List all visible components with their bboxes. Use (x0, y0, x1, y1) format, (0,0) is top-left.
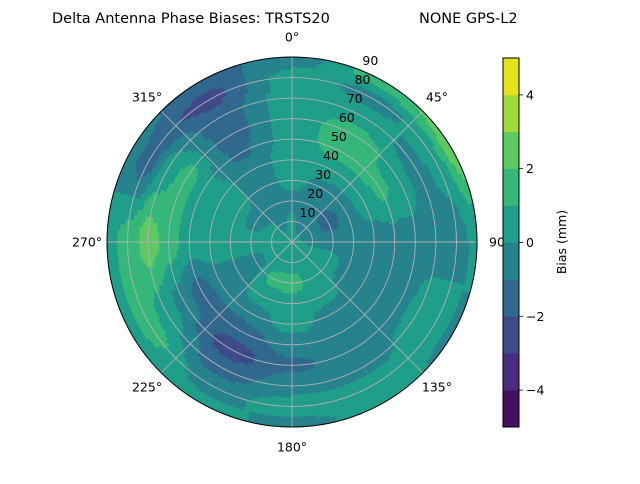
azimuth-tick-label: 0° (285, 30, 299, 45)
colorbar-tick-label: −2 (526, 309, 544, 324)
radial-tick-label: 50 (331, 129, 347, 144)
azimuth-tick-label: 45° (426, 90, 448, 105)
colorbar-band (503, 206, 519, 243)
contour-cell (292, 373, 297, 395)
contour-cell (466, 223, 476, 230)
polar-grid (107, 57, 477, 427)
colorbar-band (503, 316, 519, 353)
contour-cell (286, 57, 292, 69)
contour-cell (286, 417, 292, 427)
azimuth-tick-label: 315° (132, 90, 162, 105)
colorbar-tick-label: 0 (526, 235, 534, 250)
azimuth-tick-label: 225° (132, 379, 162, 394)
contour-cell (298, 57, 305, 67)
contour-cell (467, 236, 477, 242)
contour-cell (298, 417, 305, 427)
colorbar: −4 −2 0 2 4 (503, 58, 544, 427)
radial-tick-label: 40 (323, 148, 339, 163)
contour-cell (279, 57, 286, 70)
contour-cell (286, 397, 292, 417)
colorbar-tick-label: −4 (526, 383, 544, 398)
colorbar-band (503, 132, 519, 169)
colorbar-band (503, 279, 519, 316)
radial-tick-label: 90 (362, 53, 378, 68)
colorbar-tick-label: 4 (526, 87, 534, 102)
radial-tick-label: 70 (347, 91, 363, 106)
radial-tick-label: 30 (315, 167, 331, 182)
contour-cell (139, 242, 159, 247)
contour-cell (292, 333, 296, 358)
contour-cell (107, 229, 117, 236)
chart-title-left: Delta Antenna Phase Biases: TRSTS20 (52, 11, 330, 27)
colorbar-band (503, 353, 519, 390)
contour-cell (304, 416, 311, 426)
contour-cell (107, 248, 117, 255)
contour-cell (107, 242, 117, 248)
colorbar-band (503, 58, 519, 95)
colorbar-band (503, 243, 519, 280)
azimuth-tick-label: 180° (277, 440, 307, 455)
chart-title-right: NONE GPS-L2 (419, 11, 518, 27)
contour-cell (139, 247, 159, 253)
contour-cell (292, 417, 298, 427)
radial-tick-label: 10 (300, 205, 316, 220)
contour-cell (469, 242, 477, 248)
contour-cell (279, 417, 286, 427)
contour-cell (292, 57, 298, 67)
radial-tick-label: 80 (355, 72, 371, 87)
contour-cell (107, 236, 117, 242)
colorbar-band (503, 390, 519, 427)
colorbar-band (503, 169, 519, 206)
azimuth-tick-label: 270° (72, 235, 102, 250)
azimuth-tick-label: 135° (422, 379, 452, 394)
contour-cell (107, 254, 117, 261)
colorbar-tick-label: 2 (526, 161, 534, 176)
colorbar-band (503, 95, 519, 132)
contour-cell (469, 248, 477, 255)
radial-tick-label: 60 (339, 110, 355, 125)
colorbar-label: Bias (mm) (554, 210, 569, 274)
contour-cell (467, 229, 477, 236)
radial-tick-label: 20 (307, 186, 323, 201)
contour-cell (469, 254, 477, 261)
